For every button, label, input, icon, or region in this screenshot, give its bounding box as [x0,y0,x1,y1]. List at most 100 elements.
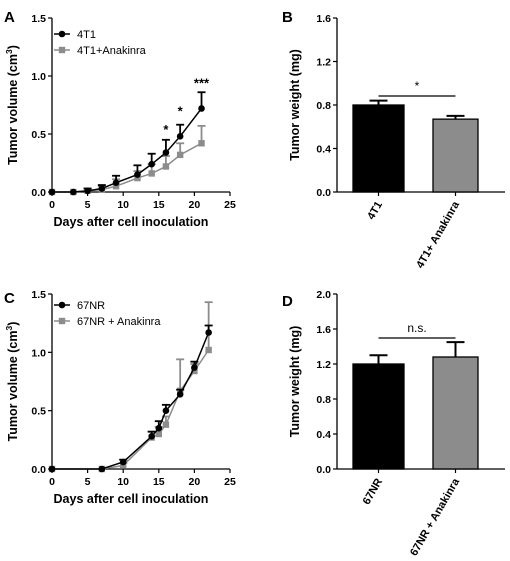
legend-marker [58,301,66,309]
bar [432,118,479,193]
x-tick-label: 10 [117,199,129,211]
significance-marker: *** [194,76,210,91]
y-axis-label: Tumor volume (cm3) [4,322,20,442]
data-point [155,424,163,432]
x-tick-label: 10 [117,476,129,488]
data-point [98,465,106,473]
data-point [84,187,91,195]
data-point [205,329,212,336]
data-point [205,346,212,354]
legend-marker [58,46,66,54]
series-line [52,349,210,470]
y-tick-label: 0.4 [316,429,331,441]
legend-marker [58,317,66,325]
x-tick-label: 4T1 [365,200,385,222]
significance-marker: * [178,103,184,118]
legend-label: 67NR [77,300,105,312]
y-tick-label: 1.6 [316,13,331,25]
y-tick-label: 1.2 [316,57,331,69]
data-point [198,140,205,147]
panel-label: A [4,9,15,26]
y-tick-label: 1.0 [31,71,46,83]
data-point [120,462,127,469]
data-point [148,433,155,440]
data-point [155,430,162,438]
series-control [48,324,213,473]
bar [352,363,405,470]
data-point [148,160,155,168]
legend-label: 67NR + Anakinra [77,316,161,328]
data-point [176,151,184,159]
data-point [119,458,127,466]
panel-d: D 0.0 0.4 0.8 1.2 1.6 2.0 Tumor weight (mg) 67NR… [282,289,505,558]
panel-a: A 0.0 0.5 1.0 1.5 0 5 10 15 20 25 Days after cell i… [4,9,236,229]
data-point [112,183,120,190]
data-point [191,364,198,371]
y-tick-label: 0.5 [31,129,46,141]
data-point [70,188,77,196]
panel-label: C [4,290,15,307]
y-tick-label: 1.6 [316,324,331,336]
data-point [148,170,155,177]
y-tick-label: 0.0 [31,187,46,199]
x-tick-label: 4T1+ Anakinra [414,199,462,271]
panel-b: B 0.0 0.4 0.8 1.2 1.6 Tumor weight (mg) 4T1 4T1+… [282,9,505,271]
data-point [98,185,106,192]
legend: 67NR 67NR + Anakinra [54,300,161,328]
bar [352,104,405,193]
x-axis-label: Days after cell inoculation [54,215,209,229]
x-tick-label: 5 [85,199,91,211]
x-tick-label: 67NR + Anakinra [408,476,462,558]
x-tick-label: 0 [49,476,55,488]
y-tick-label: 0.8 [316,100,331,112]
series-line [52,332,210,470]
bar [432,356,479,470]
y-tick-label: 2.0 [316,289,331,301]
y-axis-label: Tumor volume (cm3) [4,45,20,165]
x-tick-label: 25 [224,199,236,211]
data-point [48,465,56,473]
data-point [134,174,141,182]
x-tick-label: 25 [224,476,236,488]
series-line [52,108,203,193]
y-tick-label: 0.4 [316,144,331,156]
y-tick-label: 1.5 [31,13,46,25]
x-tick-label: 67NR [361,476,385,506]
x-tick-label: 15 [153,199,165,211]
y-tick-label: 0.0 [316,187,331,199]
legend-marker [58,30,66,38]
data-point [191,367,198,375]
data-point [176,391,184,398]
legend: 4T1 4T1+Anakinra [54,29,147,57]
legend-label: 4T1+Anakinra [77,45,147,57]
legend-label: 4T1 [77,29,96,41]
y-tick-label: 0.8 [316,394,331,406]
series-line [52,142,202,193]
y-tick-label: 0.0 [31,464,46,476]
data-point [162,407,170,414]
x-tick-label: 20 [189,199,201,211]
y-axis-label: Tumor weight (mg) [288,326,302,438]
x-tick-label: 0 [49,199,55,211]
series-control [48,91,206,196]
y-tick-label: 1.2 [316,359,331,371]
panel-c: C 0.0 0.5 1.0 1.5 0 5 10 15 20 25 Days after cell i… [4,289,236,506]
significance-marker: n.s. [407,321,426,335]
data-point [162,163,170,170]
y-tick-label: 1.5 [31,289,46,301]
panel-label: D [282,293,293,310]
x-tick-label: 15 [153,476,165,488]
data-point [176,133,184,140]
data-point [48,188,56,196]
data-point [134,171,141,178]
data-point [198,105,205,112]
x-tick-label: 20 [189,476,201,488]
data-point [162,149,170,156]
x-tick-label: 5 [85,476,91,488]
y-tick-label: 1.0 [31,347,46,359]
x-axis-label: Days after cell inoculation [54,492,209,506]
significance-marker: * [163,122,169,137]
panel-label: B [282,9,293,26]
y-tick-label: 0.0 [316,464,331,476]
